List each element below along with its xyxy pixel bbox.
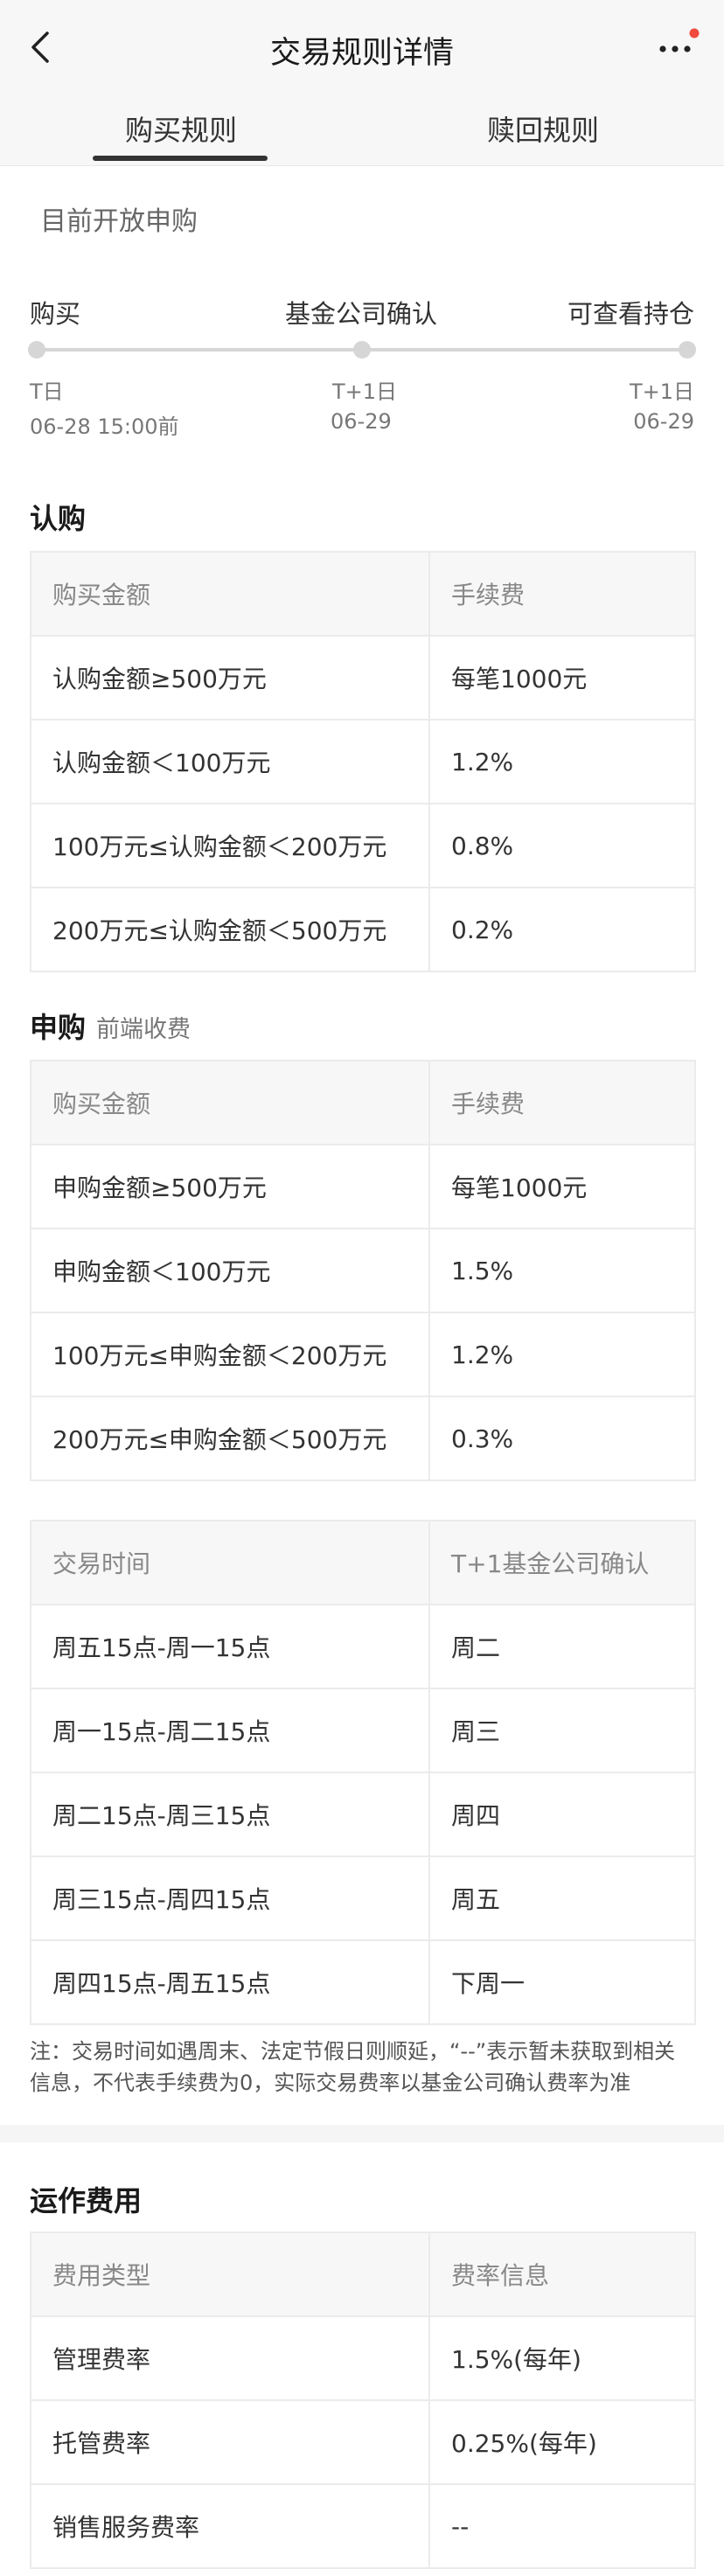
table-cell: 1.2%	[428, 1312, 696, 1397]
operation-fee-table: 费用类型 费率信息 管理费率 1.5%(每年) 托管费率 0.25%(每年) 销…	[30, 2231, 696, 2569]
table-cell: 每笔1000元	[428, 1144, 696, 1229]
table-row: 认购金额＜100万元 1.2%	[30, 719, 696, 804]
table-cell: 周一15点-周二15点	[30, 1688, 430, 1773]
table-cell: 每笔1000元	[428, 635, 696, 721]
table-header-row: 交易时间 T+1基金公司确认	[30, 1520, 696, 1605]
table-cell: 0.8%	[428, 803, 696, 888]
table-row: 周五15点-周一15点 周二	[30, 1604, 696, 1689]
timeline-date: 06-29	[633, 409, 694, 434]
table-cell: 销售服务费率	[30, 2483, 430, 2569]
table-cell: 周二	[428, 1604, 696, 1689]
subscription-title: 认购	[30, 502, 87, 535]
timeline-step-position: 可查看持仓	[567, 299, 694, 329]
table-row: 管理费率 1.5%(每年)	[30, 2315, 696, 2401]
purchase-title-text: 申购	[30, 1011, 87, 1044]
table-row: 认购金额≥500万元 每笔1000元	[30, 635, 696, 721]
tab-buy-rules[interactable]: 购买规则	[124, 114, 237, 147]
table-cell: 认购金额＜100万元	[30, 719, 430, 804]
purchase-status: 目前开放申购	[40, 206, 198, 237]
timeline-dot	[679, 341, 696, 359]
disclaimer-note: 注：交易时间如遇周末、法定节假日则顺延，“--”表示暂未获取到相关信息，不代表手…	[30, 2039, 676, 2095]
purchase-fee-table: 购买金额 手续费 申购金额≥500万元 每笔1000元 申购金额＜100万元 1…	[30, 1060, 696, 1481]
table-row: 周一15点-周二15点 周三	[30, 1688, 696, 1773]
table-row: 托管费率 0.25%(每年)	[30, 2399, 696, 2485]
table-row: 200万元≤认购金额＜500万元 0.2%	[30, 887, 696, 972]
timeline-day: T+1日	[629, 379, 694, 404]
table-cell: 周四15点-周五15点	[30, 1939, 430, 2025]
table-header-cell: 费率信息	[428, 2231, 696, 2317]
timeline-step-buy: 购买	[30, 299, 81, 329]
table-header-row: 购买金额 手续费	[30, 551, 696, 637]
table-row: 申购金额≥500万元 每笔1000元	[30, 1144, 696, 1229]
table-cell: 周三15点-周四15点	[30, 1855, 430, 1941]
table-row: 周二15点-周三15点 周四	[30, 1772, 696, 1857]
table-row: 周四15点-周五15点 下周一	[30, 1939, 696, 2025]
timeline-dot	[353, 341, 371, 359]
notification-badge	[689, 28, 700, 38]
table-cell: 周五	[428, 1855, 696, 1941]
table-cell: 周二15点-周三15点	[30, 1772, 430, 1857]
table-header-cell: T+1基金公司确认	[428, 1520, 696, 1605]
table-cell: 100万元≤申购金额＜200万元	[30, 1312, 430, 1397]
table-cell: 申购金额≥500万元	[30, 1144, 430, 1229]
table-cell: 周四	[428, 1772, 696, 1857]
subscription-fee-table: 购买金额 手续费 认购金额≥500万元 每笔1000元 认购金额＜100万元 1…	[30, 551, 696, 972]
table-header-cell: 交易时间	[30, 1520, 430, 1605]
table-cell: 1.5%	[428, 1228, 696, 1313]
table-header-cell: 手续费	[428, 1060, 696, 1145]
table-cell: 200万元≤申购金额＜500万元	[30, 1396, 430, 1481]
table-cell: 周五15点-周一15点	[30, 1604, 430, 1689]
table-cell: 0.25%(每年)	[428, 2399, 696, 2485]
table-cell: 0.2%	[428, 887, 696, 972]
nav-bar: 交易规则详情	[0, 0, 724, 96]
timeline-date: 06-29	[331, 409, 392, 434]
active-tab-indicator	[93, 156, 268, 161]
table-header-cell: 购买金额	[30, 551, 430, 637]
table-cell: 1.5%(每年)	[428, 2315, 696, 2401]
table-cell: 周三	[428, 1688, 696, 1773]
table-cell: 管理费率	[30, 2315, 430, 2401]
table-row: 销售服务费率 --	[30, 2483, 696, 2569]
table-header-row: 购买金额 手续费	[30, 1060, 696, 1145]
timeline-date: 06-28 15:00前	[30, 414, 179, 439]
table-cell: 认购金额≥500万元	[30, 635, 430, 721]
timeline-day: T+1日	[332, 379, 398, 404]
section-divider	[0, 2125, 724, 2142]
table-cell: 申购金额＜100万元	[30, 1228, 430, 1313]
timeline-step-confirm: 基金公司确认	[285, 299, 438, 329]
timeline-day: T日	[30, 379, 64, 404]
table-cell: 0.3%	[428, 1396, 696, 1481]
table-row: 100万元≤认购金额＜200万元 0.8%	[30, 803, 696, 888]
table-cell: 1.2%	[428, 719, 696, 804]
purchase-fee-mode: 前端收费	[96, 1016, 191, 1043]
trading-schedule-table: 交易时间 T+1基金公司确认 周五15点-周一15点 周二 周一15点-周二15…	[30, 1520, 696, 2025]
purchase-title: 申购 前端收费	[30, 1006, 191, 1046]
table-row: 周三15点-周四15点 周五	[30, 1855, 696, 1941]
table-header-row: 费用类型 费率信息	[30, 2231, 696, 2317]
page-title: 交易规则详情	[269, 36, 454, 71]
table-row: 200万元≤申购金额＜500万元 0.3%	[30, 1396, 696, 1481]
table-cell: 100万元≤认购金额＜200万元	[30, 803, 430, 888]
rule-tabs: 购买规则 赎回规则	[0, 96, 724, 166]
table-header-cell: 购买金额	[30, 1060, 430, 1145]
timeline-dot	[28, 341, 45, 359]
table-header-cell: 手续费	[428, 551, 696, 637]
table-cell: 托管费率	[30, 2399, 430, 2485]
tab-redeem-rules[interactable]: 赎回规则	[486, 114, 599, 147]
table-row: 申购金额＜100万元 1.5%	[30, 1228, 696, 1313]
table-row: 100万元≤申购金额＜200万元 1.2%	[30, 1312, 696, 1397]
table-header-cell: 费用类型	[30, 2231, 430, 2317]
table-cell: 下周一	[428, 1939, 696, 2025]
more-icon[interactable]	[652, 28, 705, 63]
back-arrow-icon[interactable]	[26, 30, 58, 65]
operation-fee-title: 运作费用	[30, 2184, 143, 2217]
table-cell: 200万元≤认购金额＜500万元	[30, 887, 430, 972]
table-cell: --	[428, 2483, 696, 2569]
